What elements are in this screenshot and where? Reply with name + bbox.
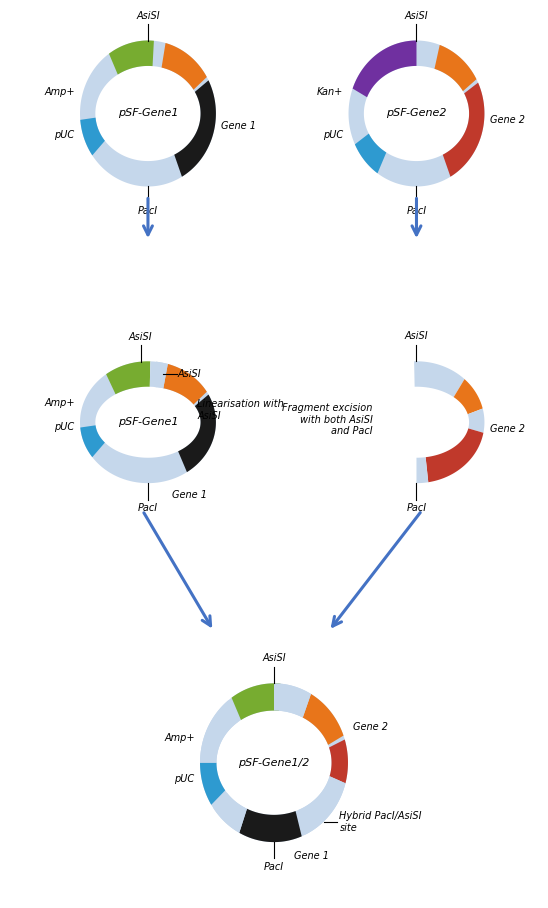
Text: Kan+: Kan+ [317, 87, 343, 97]
Polygon shape [443, 83, 484, 177]
Polygon shape [200, 684, 348, 842]
Text: pSF-Gene1: pSF-Gene1 [118, 108, 178, 119]
Polygon shape [416, 458, 429, 483]
Polygon shape [155, 361, 168, 389]
Polygon shape [200, 700, 238, 763]
Text: pSF-Gene1: pSF-Gene1 [118, 417, 178, 428]
Text: AsiSI: AsiSI [178, 370, 202, 380]
Polygon shape [352, 41, 416, 97]
Text: pUC: pUC [323, 130, 343, 140]
Text: Fragment excision
with both AsiSI
and PacI: Fragment excision with both AsiSI and Pa… [282, 403, 373, 437]
Polygon shape [435, 44, 476, 91]
Text: Gene 2: Gene 2 [490, 114, 525, 124]
Polygon shape [80, 41, 216, 186]
Text: AsiSI: AsiSI [404, 11, 429, 21]
Text: Hybrid PacI/AsiSI
site: Hybrid PacI/AsiSI site [339, 811, 422, 833]
Text: PacI: PacI [264, 862, 284, 872]
Text: Gene 1: Gene 1 [294, 851, 329, 861]
Text: Linearisation with
AsiSI: Linearisation with AsiSI [197, 400, 284, 421]
Polygon shape [80, 425, 105, 457]
Polygon shape [109, 41, 154, 74]
Polygon shape [302, 694, 344, 745]
Text: AsiSI: AsiSI [262, 654, 286, 664]
Polygon shape [274, 684, 311, 717]
Text: PacI: PacI [407, 503, 426, 513]
Text: AsiSI: AsiSI [129, 331, 152, 341]
Polygon shape [80, 118, 105, 155]
Text: Amp+: Amp+ [164, 733, 195, 743]
Text: Gene 1: Gene 1 [221, 121, 256, 131]
Polygon shape [150, 361, 160, 387]
Text: Gene 1: Gene 1 [172, 490, 207, 500]
Polygon shape [298, 776, 345, 834]
Text: Gene 2: Gene 2 [490, 424, 525, 434]
Polygon shape [349, 41, 484, 186]
Polygon shape [355, 133, 386, 173]
Text: pSF-Gene2: pSF-Gene2 [386, 108, 447, 119]
Polygon shape [200, 763, 225, 804]
Polygon shape [329, 739, 348, 784]
Polygon shape [414, 361, 465, 397]
Polygon shape [232, 684, 281, 720]
Polygon shape [426, 429, 483, 482]
Polygon shape [468, 409, 484, 433]
Text: pUC: pUC [174, 775, 195, 785]
Text: pUC: pUC [54, 130, 75, 140]
Polygon shape [454, 380, 483, 414]
Text: pUC: pUC [54, 422, 75, 432]
Polygon shape [106, 361, 150, 394]
Text: pSF-Gene1/2: pSF-Gene1/2 [238, 757, 310, 768]
Text: AsiSI: AsiSI [404, 331, 429, 341]
Text: PacI: PacI [407, 206, 426, 216]
Polygon shape [163, 364, 207, 404]
Text: AsiSI: AsiSI [136, 11, 160, 21]
Text: Amp+: Amp+ [44, 87, 75, 97]
Text: PacI: PacI [138, 503, 158, 513]
Text: Amp+: Amp+ [44, 398, 75, 408]
Polygon shape [178, 395, 216, 472]
Polygon shape [162, 43, 207, 90]
Text: Gene 2: Gene 2 [353, 722, 389, 732]
Polygon shape [213, 793, 247, 833]
Polygon shape [174, 81, 216, 177]
Text: PacI: PacI [138, 206, 158, 216]
Polygon shape [239, 809, 302, 842]
Polygon shape [80, 361, 216, 483]
